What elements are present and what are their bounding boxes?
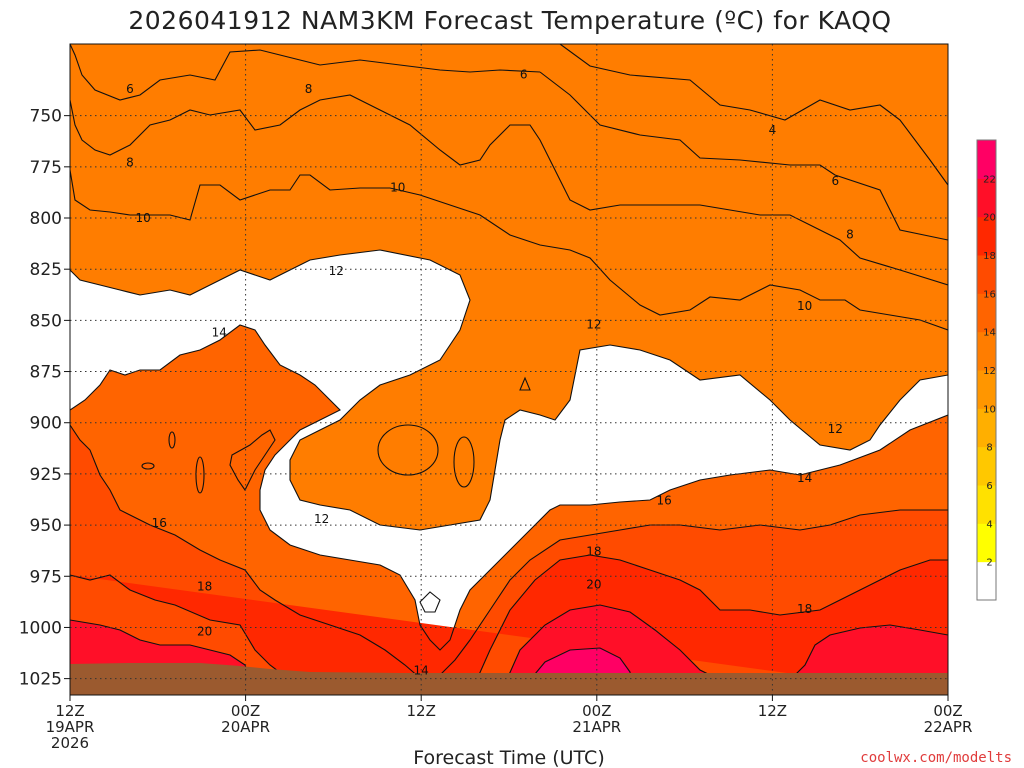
contour-lines [70,44,948,695]
contour-label: 18 [197,580,212,594]
colorbar-swatch [977,408,996,448]
y-tick-label: 825 [30,260,62,280]
colorbar-tick-label: 12 [983,366,996,377]
contour-label: 14 [212,326,227,340]
contour-label: 14 [414,663,429,677]
colorbar-swatch [977,216,996,256]
colorbar-tick-label: 2 [986,558,992,569]
colorbar-swatch [977,331,996,371]
colorbar-tick-label: 8 [986,443,992,454]
y-tick-label: 950 [30,516,62,536]
contour-label: 8 [846,227,854,241]
contour-label: 6 [520,68,528,82]
x-tick-label: 20APR [221,718,270,736]
contour-label: 16 [656,494,671,508]
gridlines [70,44,948,695]
y-tick-label: 800 [30,209,62,229]
credit-text: coolwx.com/modelts [860,750,1012,766]
y-tick-label: 925 [30,465,62,485]
colorbar-swatch [977,446,996,486]
contour-label: 20 [586,577,601,591]
contour-label: 12 [586,317,601,331]
contour-label: 6 [126,82,134,96]
colorbar-swatch [977,140,996,179]
contour-label: 12 [314,512,329,526]
y-tick-label: 850 [30,311,62,331]
contour-label: 4 [769,123,777,137]
colorbar-frame [976,139,997,601]
y-tick-label: 1025 [19,670,62,690]
contour-label: 10 [797,299,812,313]
y-tick-label: 1000 [19,618,62,638]
x-tick-label: 12Z [407,702,436,720]
plot-area: 6 8 6 4 8 10 6 10 8 12 10 14 12 12 14 16 12 16 18 18 20 18 20 1… [69,43,949,696]
x-tick-label: 00Z [231,702,260,720]
x-tick-label: 21APR [572,718,621,736]
ground-edge [70,663,948,695]
x-tick-label: 2026 [51,734,89,752]
colorbar-swatch [977,370,996,409]
x-tick-label: 00Z [933,702,962,720]
contour-label: 18 [797,602,812,616]
x-axis-label: Forecast Time (UTC) [413,747,604,768]
y-tick-label: 900 [30,414,62,434]
contour-label: 10 [390,180,405,194]
colorbar-tick-label: 20 [983,213,996,224]
colorbar-tick-label: 14 [983,328,996,339]
contour-label: 16 [152,516,167,530]
colorbar-tick-label: 10 [983,404,996,415]
band-18-20 [70,555,948,695]
colorbar-tick-label: 18 [983,251,996,262]
colorbar-swatch [977,485,996,524]
contour-label: 18 [586,545,601,559]
contour-label: 20 [197,625,212,639]
colorbar-swatch [977,178,996,218]
plot-frame [69,43,949,696]
x-tick-label: 12Z [55,702,84,720]
x-tick-label: 19APR [46,718,95,736]
y-tick-label: 750 [30,107,62,127]
colorbar-swatch [977,255,996,294]
colorbar-swatch [977,293,996,333]
contour-label: 8 [305,82,313,96]
contour-label: 8 [126,156,134,170]
contour-label: 12 [329,264,344,278]
contour-label: 12 [828,422,843,436]
contour-label: 6 [832,174,840,188]
colorbar-tick-label: 6 [986,481,992,492]
x-tick-label: 12Z [758,702,787,720]
contour-labels: 6 8 6 4 8 10 6 10 8 12 10 14 12 12 14 16 12 16 18 18 20 18 20 1… [126,68,854,678]
y-tick-label: 975 [30,567,62,587]
x-tick-label: 00Z [582,702,611,720]
y-axis: 750 775 800 825 850 875 900 925 950 975 1000 1025 [19,107,70,690]
colorbar-tick-label: 4 [986,519,992,530]
colorbar: 2 4 6 8 10 12 14 16 18 20 22 [976,139,997,601]
x-tick-label: 22APR [924,718,973,736]
colorbar-tick-label: 16 [983,289,996,300]
chart-title: 2026041912 NAM3KM Forecast Temperature (… [128,6,891,35]
contour-label: 14 [797,471,812,485]
y-tick-label: 775 [30,158,62,178]
y-tick-label: 875 [30,363,62,383]
colorbar-swatch [977,561,996,601]
colorbar-swatch [977,523,996,563]
band-12-14 [70,44,948,530]
colorbar-tick-label: 22 [983,174,996,185]
contour-label: 10 [136,211,151,225]
